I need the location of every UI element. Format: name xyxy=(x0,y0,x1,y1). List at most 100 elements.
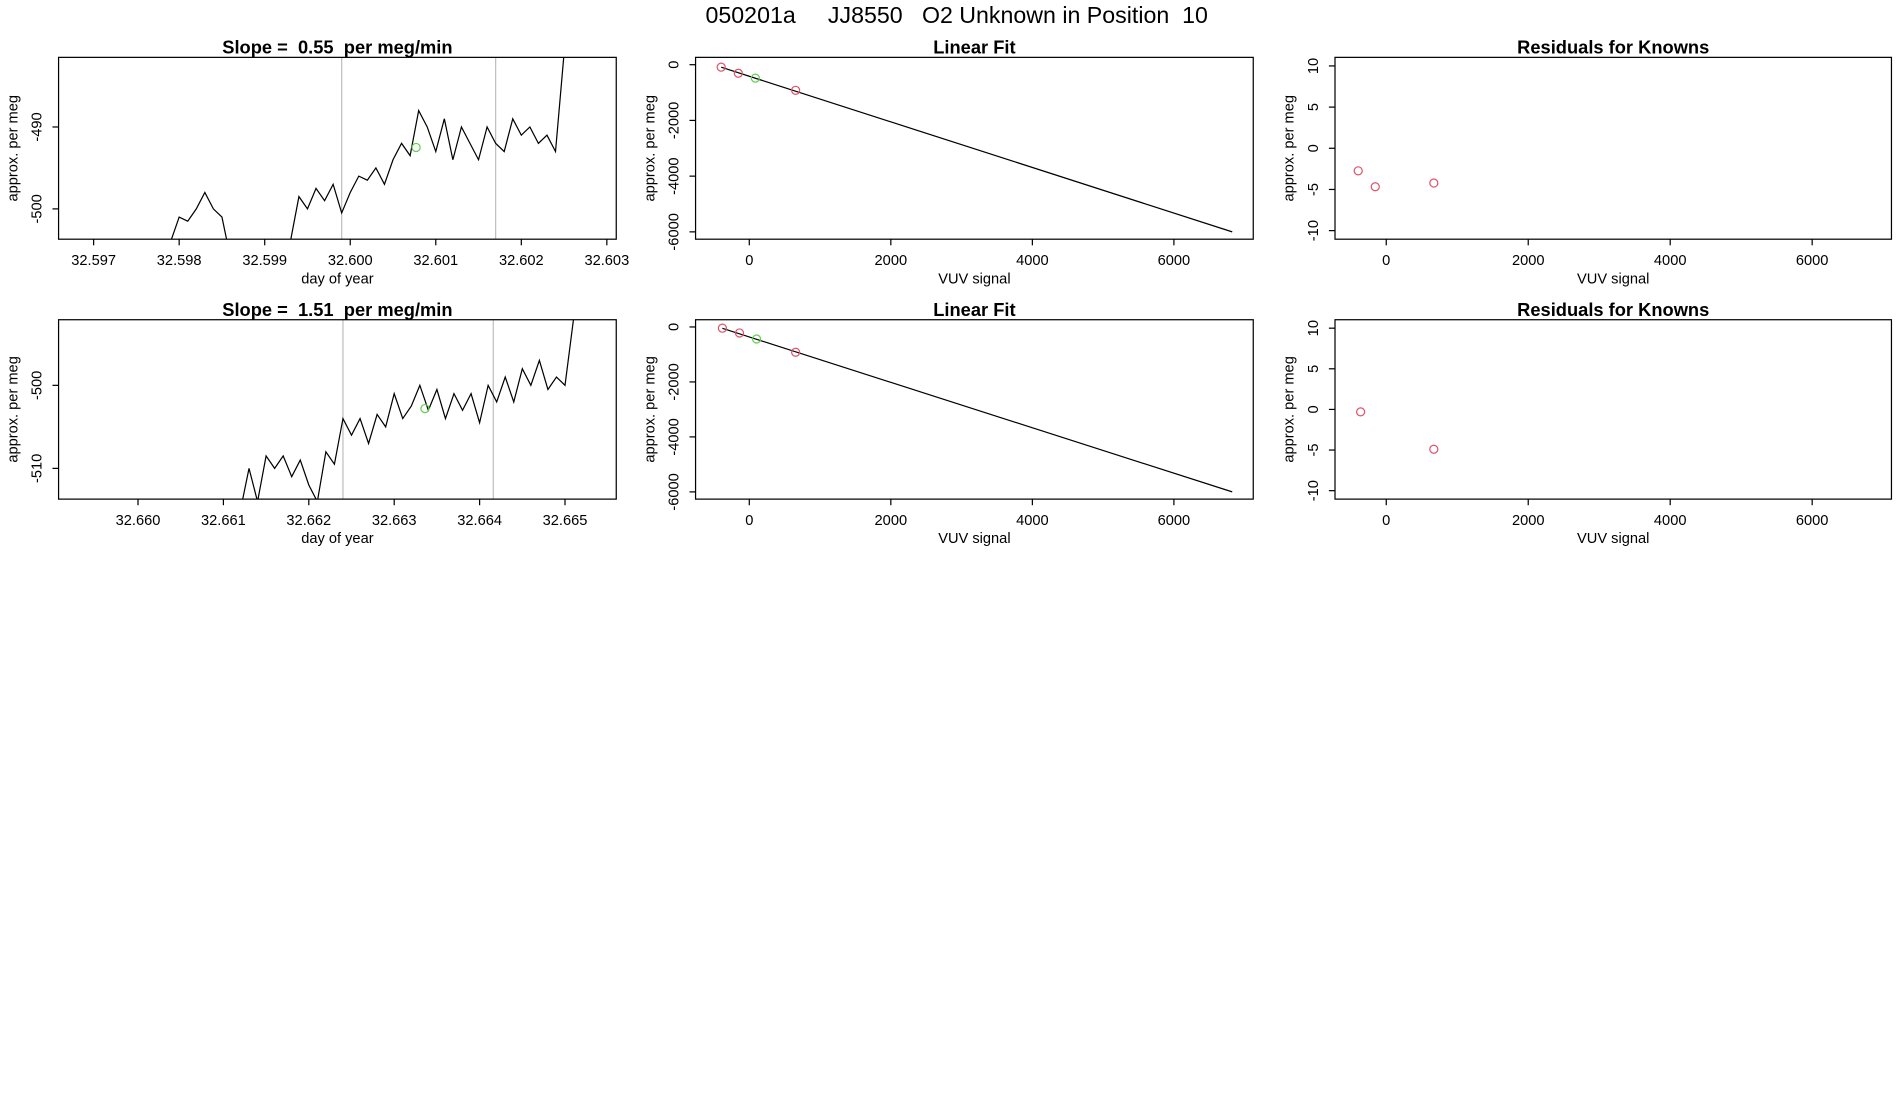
data-point xyxy=(1370,182,1380,192)
x-tick-label: 32.597 xyxy=(71,253,116,269)
y-tick-label: 0 xyxy=(1306,405,1322,413)
x-tick-label: 0 xyxy=(1382,513,1390,529)
panel-title: Residuals for Knowns xyxy=(1517,299,1709,320)
x-axis-label: VUV signal xyxy=(938,531,1010,547)
y-tick-label: -10 xyxy=(1306,480,1322,501)
x-tick-label: 4000 xyxy=(1654,513,1687,529)
y-tick-label: -6000 xyxy=(667,213,683,250)
data-point xyxy=(791,85,801,95)
x-tick-label: 6000 xyxy=(1158,253,1191,269)
x-tick-label: 32.660 xyxy=(116,513,161,529)
y-tick-label: -2000 xyxy=(667,363,683,400)
x-tick-label: 32.603 xyxy=(584,253,629,269)
x-tick-label: 32.661 xyxy=(201,513,246,529)
data-point xyxy=(1429,178,1439,188)
y-tick-label: -510 xyxy=(30,454,46,483)
y-tick-label: 0 xyxy=(1306,144,1322,152)
x-tick-label: 32.600 xyxy=(328,253,373,269)
y-axis-label: approx. per meg xyxy=(5,95,21,202)
x-tick-label: 2000 xyxy=(1512,513,1545,529)
data-point xyxy=(791,347,801,357)
x-tick-label: 32.598 xyxy=(157,253,202,269)
x-tick-label: 32.663 xyxy=(372,513,417,529)
plot-frame xyxy=(1334,319,1893,500)
y-tick-label: -4000 xyxy=(667,157,683,194)
data-point xyxy=(1429,444,1439,454)
x-axis-label: VUV signal xyxy=(1577,271,1649,287)
y-tick-label: -490 xyxy=(30,112,46,141)
data-point xyxy=(411,142,421,153)
panel-title: Slope = 1.51 per meg/min xyxy=(222,299,452,320)
y-axis-label: approx. per meg xyxy=(1282,95,1298,202)
plot-frame xyxy=(57,319,617,500)
y-axis-label: approx. per meg xyxy=(1282,356,1298,462)
x-axis-label: VUV signal xyxy=(938,271,1010,287)
data-point xyxy=(717,323,728,333)
panel-title: Linear Fit xyxy=(933,37,1015,58)
x-tick-label: 0 xyxy=(745,253,753,269)
y-tick-label: -10 xyxy=(1306,220,1322,241)
data-line xyxy=(720,66,1233,233)
plot-area xyxy=(716,62,1233,233)
plot-area xyxy=(717,323,1233,493)
y-tick-label: -6000 xyxy=(667,473,683,510)
x-tick-label: 4000 xyxy=(1016,513,1049,529)
plot-area xyxy=(242,319,575,500)
y-tick-label: 5 xyxy=(1306,365,1322,373)
plot-frame xyxy=(57,56,617,240)
x-tick-label: 2000 xyxy=(875,253,908,269)
x-axis-label: VUV signal xyxy=(1577,531,1649,547)
y-axis-label: approx. per meg xyxy=(642,95,658,202)
y-tick-label: -5 xyxy=(1306,444,1322,457)
x-tick-label: 0 xyxy=(1382,253,1390,269)
y-tick-label: 5 xyxy=(1306,103,1322,111)
data-point xyxy=(734,328,745,338)
x-tick-label: 6000 xyxy=(1796,253,1829,269)
y-axis-label: approx. per meg xyxy=(642,356,658,462)
x-tick-label: 32.602 xyxy=(499,253,544,269)
data-line xyxy=(722,327,1233,493)
y-tick-label: -4000 xyxy=(667,418,683,455)
plot-frame xyxy=(694,56,1254,240)
y-tick-label: 0 xyxy=(667,61,683,69)
x-axis-label: day of year xyxy=(301,271,373,287)
x-tick-label: 32.662 xyxy=(286,513,331,529)
data-line xyxy=(242,319,575,500)
y-tick-label: -5 xyxy=(1306,183,1322,196)
x-tick-label: 32.599 xyxy=(242,253,287,269)
x-tick-label: 4000 xyxy=(1016,253,1049,269)
plot-frame xyxy=(694,319,1254,500)
data-point xyxy=(750,73,761,83)
y-tick-label: 10 xyxy=(1306,320,1322,336)
y-tick-label: 10 xyxy=(1306,58,1322,74)
y-tick-label: -500 xyxy=(30,194,46,223)
plot-area xyxy=(170,57,565,240)
x-tick-label: 2000 xyxy=(1512,253,1545,269)
y-tick-label: 0 xyxy=(667,323,683,331)
x-tick-label: 2000 xyxy=(875,513,908,529)
panel-title: Residuals for Knowns xyxy=(1517,37,1709,58)
x-tick-label: 32.665 xyxy=(543,513,588,529)
figure-title: 050201a JJ8550 O2 Unknown in Position 10 xyxy=(706,2,1208,28)
x-tick-label: 6000 xyxy=(1158,513,1191,529)
x-tick-label: 32.601 xyxy=(413,253,458,269)
x-tick-label: 0 xyxy=(745,513,753,529)
plot-area xyxy=(1355,407,1439,454)
plot-frame xyxy=(1334,56,1893,240)
data-point xyxy=(733,68,743,78)
panel-title: Slope = 0.55 per meg/min xyxy=(222,37,452,58)
y-axis-label: approx. per meg xyxy=(5,356,21,462)
x-tick-label: 32.664 xyxy=(457,513,502,529)
data-point xyxy=(751,334,762,344)
data-point xyxy=(420,403,430,414)
x-tick-label: 4000 xyxy=(1654,253,1687,269)
data-point xyxy=(1353,166,1363,176)
data-line xyxy=(170,57,565,240)
panel-title: Linear Fit xyxy=(933,299,1015,320)
plot-area xyxy=(1353,166,1439,192)
y-tick-label: -500 xyxy=(30,371,46,400)
y-tick-label: -2000 xyxy=(667,102,683,139)
x-tick-label: 6000 xyxy=(1796,513,1829,529)
